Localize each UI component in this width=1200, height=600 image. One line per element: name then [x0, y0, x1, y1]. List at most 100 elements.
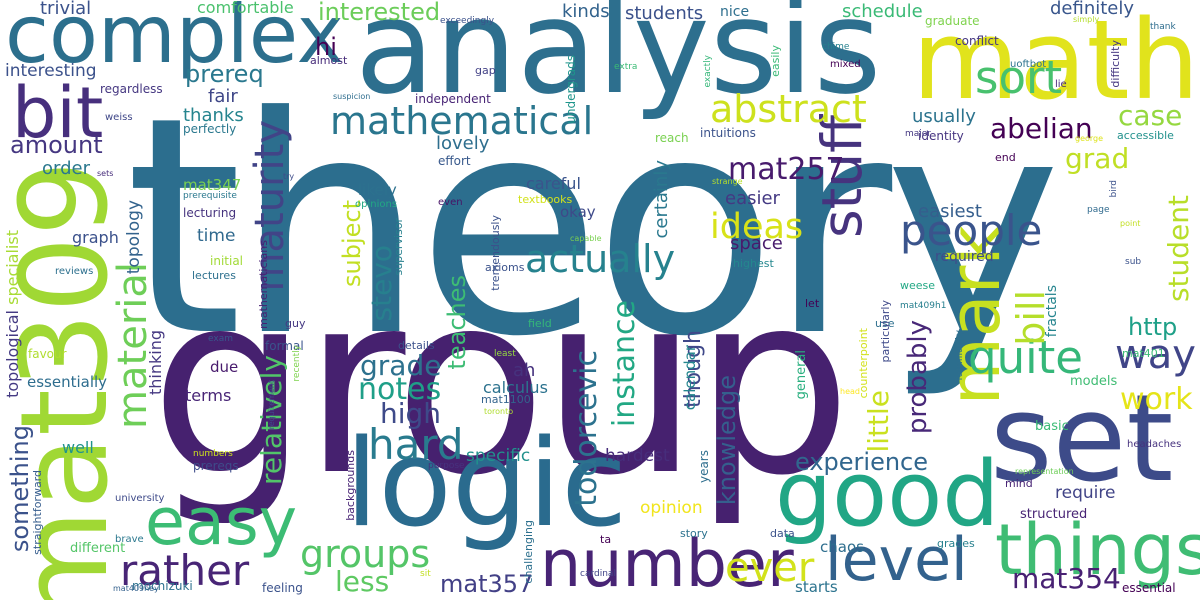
word: actually	[525, 237, 676, 281]
word: guy	[285, 317, 306, 330]
word: math	[912, 0, 1200, 124]
word: opinions	[355, 199, 398, 210]
word: opinion	[640, 498, 703, 518]
word: chime	[822, 42, 850, 52]
word: point	[1120, 219, 1141, 228]
word: axioms	[485, 261, 525, 274]
word: intuitions	[700, 126, 756, 140]
word: quite	[968, 331, 1083, 384]
word: little	[862, 390, 895, 453]
word: schedule	[842, 1, 923, 22]
word: logic	[345, 415, 628, 554]
word: formal	[265, 339, 304, 353]
word: reviews	[55, 266, 94, 277]
word: specialist	[3, 230, 22, 305]
word: numbers	[193, 449, 233, 459]
word: tremendously	[489, 215, 502, 291]
word: hard	[368, 420, 464, 469]
word: ever	[725, 545, 815, 591]
word: work	[1120, 382, 1193, 417]
word: less	[335, 565, 390, 598]
word: almost	[310, 54, 348, 67]
word: nice	[720, 4, 750, 20]
word: terms	[185, 386, 232, 405]
word: head	[840, 387, 860, 396]
word: order	[42, 158, 90, 179]
word: george	[1075, 134, 1104, 143]
word: lie	[1055, 79, 1067, 90]
word: sets	[97, 169, 114, 178]
word: ta	[600, 533, 612, 546]
word: easy	[145, 485, 298, 560]
word: hardest	[605, 446, 670, 466]
word: case	[1118, 99, 1183, 132]
word: textbooks	[518, 193, 573, 206]
word: starts	[795, 578, 838, 596]
word: hi	[315, 33, 337, 61]
word: toronto	[484, 407, 514, 416]
word: trivial	[40, 0, 92, 19]
word: abelian	[990, 112, 1093, 145]
word: requirement	[267, 380, 276, 430]
word: mixed	[830, 59, 861, 70]
word: sit	[420, 569, 431, 579]
word: try	[283, 172, 295, 181]
word: field	[528, 317, 552, 330]
word: specific	[466, 446, 531, 466]
word: fractals	[1044, 285, 1060, 338]
word: chaos	[820, 538, 864, 556]
word: knowledge	[713, 375, 741, 506]
word: independent	[415, 92, 491, 106]
word: headaches	[1127, 439, 1182, 450]
word: regardless	[100, 82, 163, 96]
word: weese	[900, 279, 936, 292]
word: usually	[912, 106, 976, 127]
word: grad	[1065, 142, 1130, 175]
word: way	[1115, 332, 1196, 378]
word: subject	[338, 200, 366, 287]
word: prereqs	[193, 459, 239, 473]
word: reach	[655, 131, 689, 145]
word: university	[115, 493, 165, 504]
word: calculus	[483, 378, 548, 397]
word: let	[805, 297, 820, 310]
word: analysis	[355, 0, 882, 123]
word: straightforward	[31, 470, 44, 555]
word: bird	[1109, 180, 1119, 198]
word: particularly	[879, 300, 892, 363]
word: sort	[975, 51, 1063, 104]
word: mathematicians	[257, 240, 270, 329]
word: cardinal	[580, 569, 616, 579]
word: teaches	[443, 275, 471, 370]
word: abstract	[710, 87, 867, 131]
word: notes	[358, 372, 442, 407]
word: careful	[526, 174, 581, 193]
word: major	[905, 129, 931, 139]
word: level	[825, 525, 968, 595]
word: comfortable	[197, 0, 294, 17]
word: instance	[607, 300, 642, 428]
word: definitely	[1050, 0, 1135, 19]
word: weiss	[105, 112, 133, 123]
word: likely	[358, 181, 397, 199]
word: mat354	[1012, 562, 1121, 595]
word: interested	[318, 0, 441, 26]
word: feeling	[262, 581, 303, 595]
word: time	[197, 226, 236, 246]
word: exactly	[703, 55, 713, 88]
word: experience	[795, 448, 929, 476]
word: lecturing	[183, 206, 237, 220]
word: http	[1128, 313, 1178, 341]
word: complex	[5, 0, 345, 81]
word: difficulty	[1109, 40, 1122, 88]
word: simply	[1073, 15, 1100, 24]
word: even	[438, 197, 463, 208]
word: maturity	[247, 120, 293, 292]
word: mat357	[440, 570, 534, 598]
word: mathematical	[330, 99, 594, 143]
word: identity	[918, 129, 964, 143]
word: exam	[208, 334, 233, 344]
word: mat401	[1122, 347, 1165, 360]
word: space	[730, 233, 783, 254]
